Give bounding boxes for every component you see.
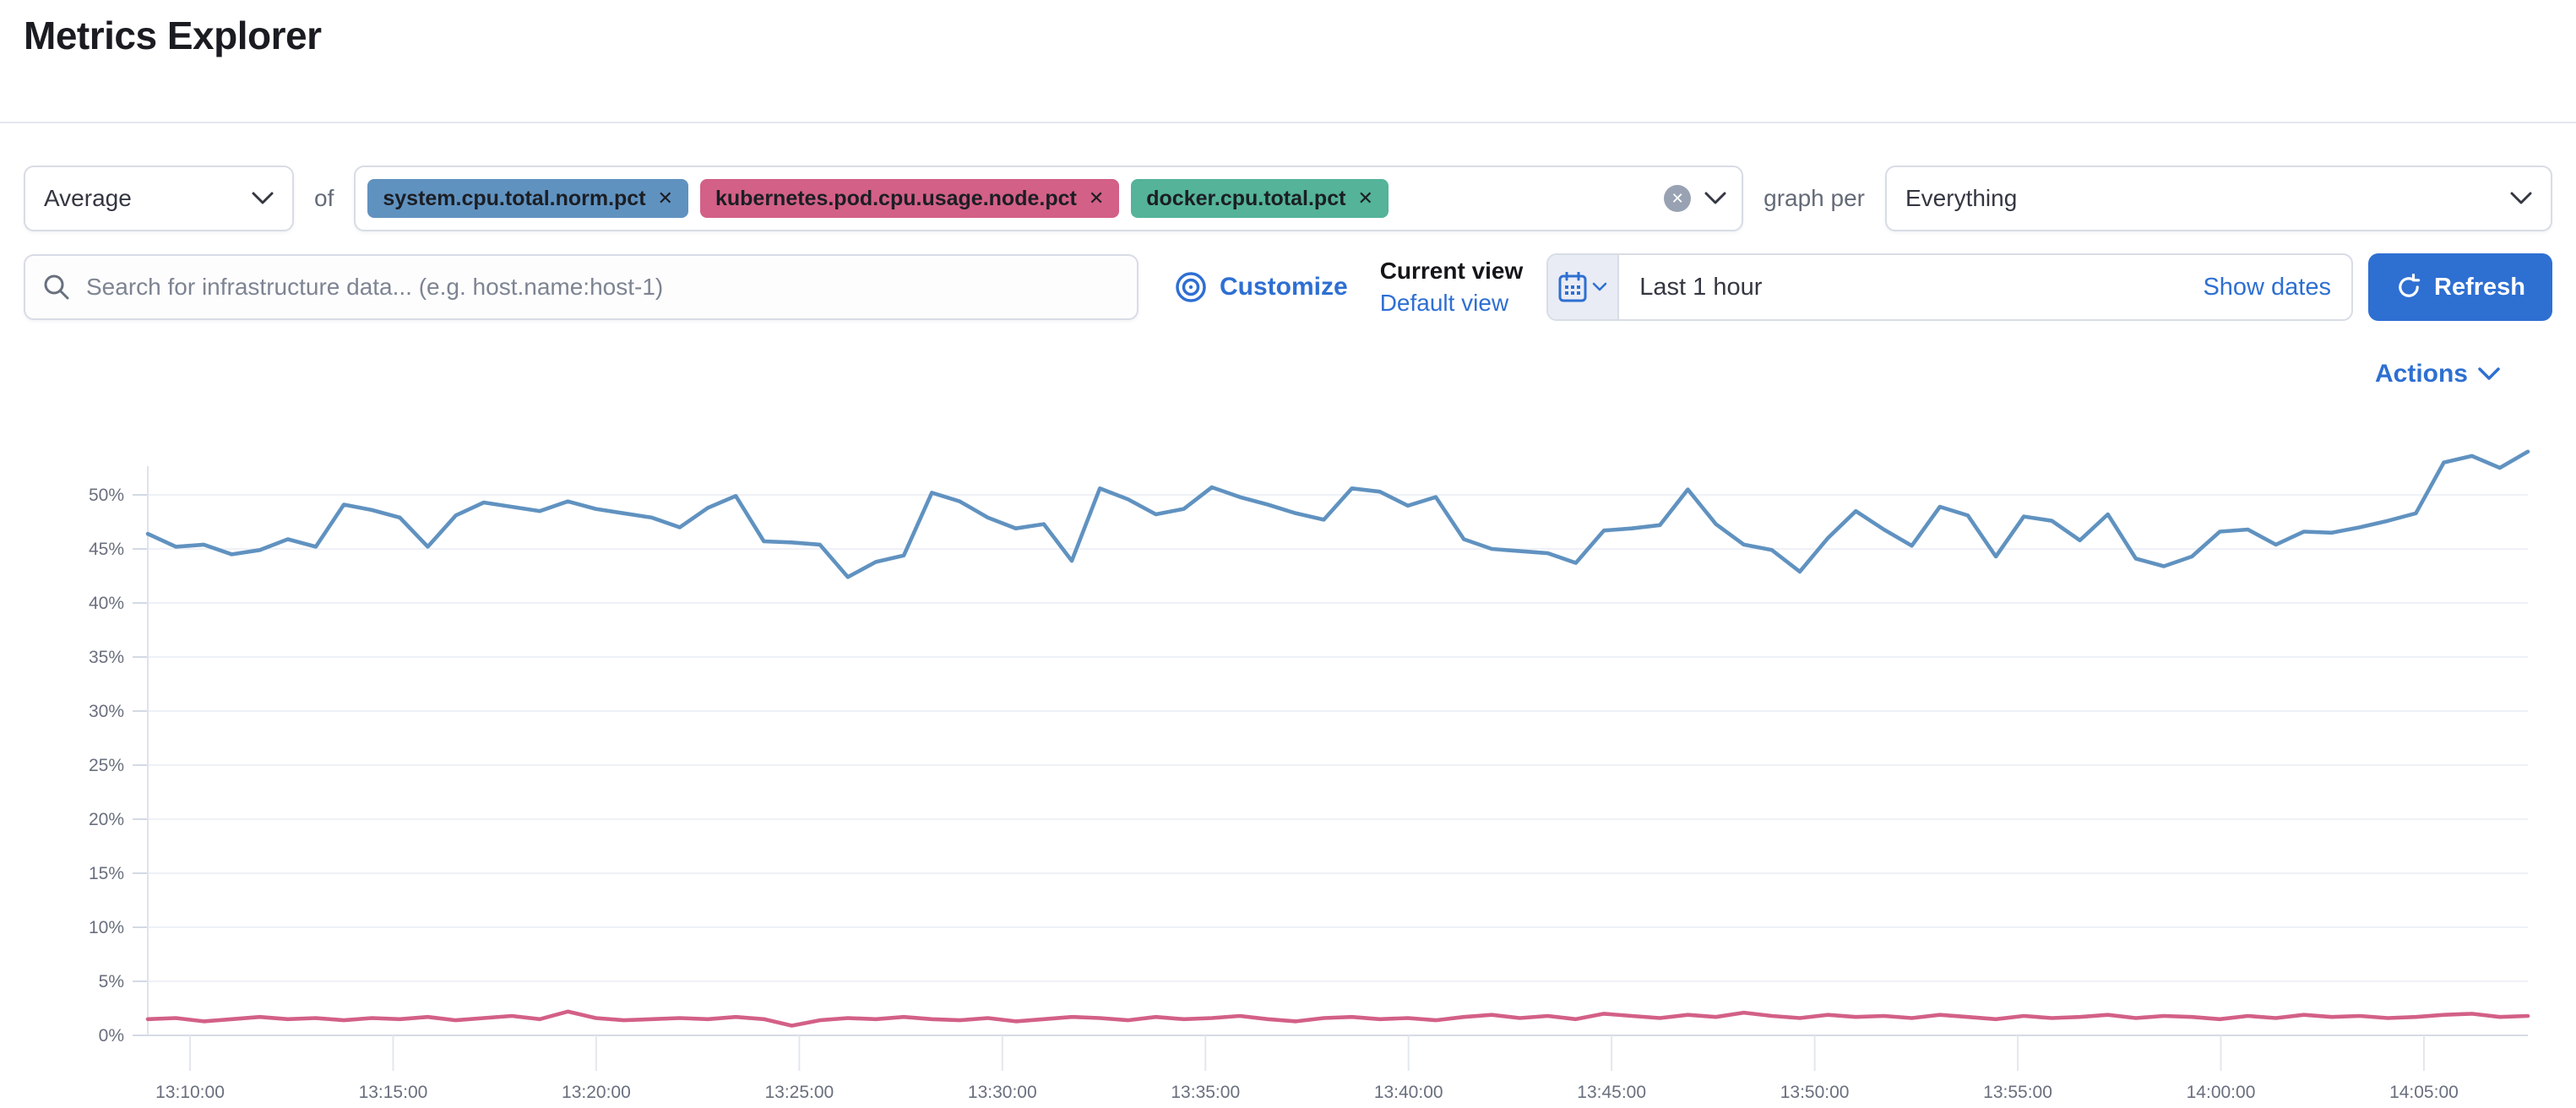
metric-pill-label: system.cpu.total.norm.pct <box>383 186 646 210</box>
current-view-label: Current view <box>1379 258 1524 284</box>
group-by-select[interactable]: Everything <box>1885 166 2552 231</box>
metric-pill-label: kubernetes.pod.cpu.usage.node.pct <box>715 186 1077 210</box>
metrics-chart-svg: 0% 5% 10% 15% 20% 25% 30% 35% 40% 45% 50% 13:10:00 1… <box>89 449 2530 1102</box>
svg-text:5%: 5% <box>99 972 124 991</box>
svg-text:13:25:00: 13:25:00 <box>764 1083 834 1102</box>
svg-text:20%: 20% <box>89 810 124 829</box>
time-range-value: Last 1 hour <box>1639 273 1763 301</box>
metrics-combo-pills: system.cpu.total.norm.pct ✕ kubernetes.pod… <box>367 179 1652 218</box>
metrics-combobox[interactable]: system.cpu.total.norm.pct ✕ kubernetes.pod… <box>354 166 1744 231</box>
actions-menu-button[interactable]: Actions <box>2375 360 2500 388</box>
eye-icon <box>1176 272 1206 302</box>
chevron-down-icon <box>2510 192 2532 204</box>
svg-text:13:10:00: 13:10:00 <box>155 1083 225 1102</box>
metric-pill-label: docker.cpu.total.pct <box>1146 186 1346 210</box>
search-input[interactable] <box>84 273 1120 301</box>
search-input-wrapper <box>24 254 1139 320</box>
chevron-down-icon[interactable] <box>1704 192 1726 205</box>
svg-text:0%: 0% <box>99 1026 124 1046</box>
aggregation-select[interactable]: Average <box>24 166 294 231</box>
svg-text:13:50:00: 13:50:00 <box>1780 1083 1850 1102</box>
graph-per-label: graph per <box>1764 185 1865 211</box>
remove-metric-icon[interactable]: ✕ <box>1088 187 1105 209</box>
svg-text:10%: 10% <box>89 918 124 937</box>
remove-metric-icon[interactable]: ✕ <box>1357 187 1373 209</box>
search-toolbar: Customize Current view Default view <box>0 253 2576 321</box>
svg-text:14:05:00: 14:05:00 <box>2389 1083 2459 1102</box>
svg-text:13:55:00: 13:55:00 <box>1983 1083 2052 1102</box>
svg-text:40%: 40% <box>89 594 124 613</box>
refresh-label: Refresh <box>2434 273 2525 301</box>
svg-text:13:30:00: 13:30:00 <box>968 1083 1037 1102</box>
actions-label: Actions <box>2374 360 2468 388</box>
time-range-button[interactable]: Last 1 hour <box>1619 255 2203 319</box>
date-quick-select-button[interactable] <box>1548 255 1620 319</box>
date-picker: Last 1 hour Show dates <box>1546 253 2353 321</box>
svg-text:14:00:00: 14:00:00 <box>2187 1083 2256 1102</box>
svg-text:13:35:00: 13:35:00 <box>1171 1083 1240 1102</box>
svg-text:35%: 35% <box>89 648 124 667</box>
metric-pill[interactable]: kubernetes.pod.cpu.usage.node.pct ✕ <box>699 179 1120 218</box>
clear-metrics-button[interactable]: ✕ <box>1664 185 1692 212</box>
svg-text:15%: 15% <box>89 864 124 883</box>
actions-row: Actions <box>0 360 2576 388</box>
saved-view-block: Current view Default view <box>1380 257 1524 318</box>
remove-metric-icon[interactable]: ✕ <box>657 187 673 209</box>
chevron-down-icon <box>1593 282 1607 291</box>
combo-controls: ✕ <box>1664 185 1726 212</box>
page-title: Metrics Explorer <box>24 14 322 57</box>
page-header: Metrics Explorer <box>0 0 2576 62</box>
svg-text:25%: 25% <box>89 756 124 775</box>
metrics-toolbar: Average of system.cpu.total.norm.pct ✕ kub… <box>0 166 2576 231</box>
header-divider <box>0 122 2576 123</box>
customize-button[interactable]: Customize <box>1174 270 1348 304</box>
show-dates-button[interactable]: Show dates <box>2203 273 2331 301</box>
clear-icon: ✕ <box>1671 190 1684 207</box>
svg-text:13:15:00: 13:15:00 <box>359 1083 428 1102</box>
svg-text:13:20:00: 13:20:00 <box>562 1083 631 1102</box>
svg-text:13:45:00: 13:45:00 <box>1577 1083 1646 1102</box>
svg-text:13:40:00: 13:40:00 <box>1374 1083 1443 1102</box>
calendar-icon <box>1558 272 1587 302</box>
refresh-button[interactable]: Refresh <box>2368 253 2552 321</box>
of-label: of <box>314 185 334 211</box>
chevron-down-icon <box>2478 367 2500 380</box>
svg-text:50%: 50% <box>89 486 124 505</box>
refresh-icon <box>2399 274 2421 297</box>
default-view-link[interactable]: Default view <box>1379 290 1509 316</box>
metric-pill[interactable]: docker.cpu.total.pct ✕ <box>1131 179 1389 218</box>
aggregation-select-value: Average <box>44 185 132 211</box>
group-by-select-value: Everything <box>1905 185 2018 211</box>
metric-pill[interactable]: system.cpu.total.norm.pct ✕ <box>367 179 688 218</box>
svg-text:30%: 30% <box>89 702 124 721</box>
svg-text:45%: 45% <box>89 540 124 559</box>
search-icon <box>44 274 69 300</box>
chevron-down-icon <box>252 192 274 204</box>
customize-label: Customize <box>1220 273 1348 301</box>
